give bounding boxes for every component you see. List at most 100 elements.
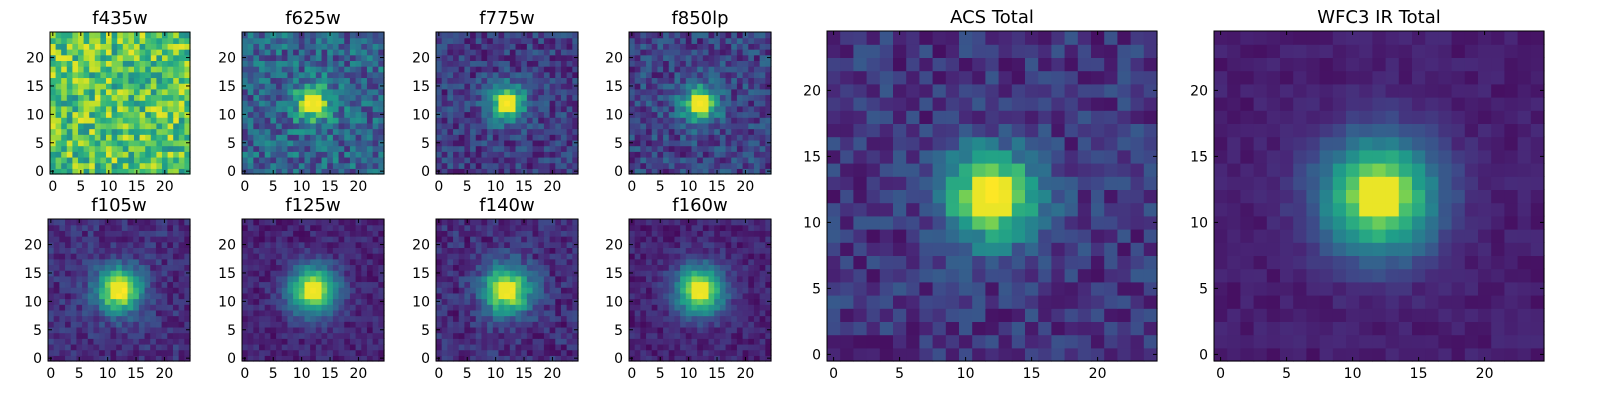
heatmap-cell <box>78 88 85 96</box>
heatmap-cell <box>66 54 73 61</box>
heatmap-cell <box>509 326 517 334</box>
heatmap-cell <box>731 88 738 96</box>
heatmap-cell <box>753 32 761 39</box>
heatmap-cell <box>55 151 62 158</box>
heatmap-cell <box>532 128 539 135</box>
heatmap-cell <box>332 219 340 226</box>
heatmap-cell <box>167 139 174 147</box>
heatmap-cell <box>99 298 106 305</box>
heatmap-cell <box>259 332 266 339</box>
heatmap-cell <box>646 162 653 169</box>
heatmap-cell <box>304 219 311 226</box>
heatmap-cell <box>646 270 653 277</box>
heatmap-cell <box>172 219 180 226</box>
heatmap-cell <box>708 151 715 158</box>
heatmap-cell <box>646 275 653 283</box>
heatmap-cell <box>464 43 471 50</box>
heatmap-cell <box>668 343 676 351</box>
heatmap-cell <box>685 292 693 300</box>
heatmap-cell <box>458 247 465 254</box>
heatmap-cell <box>441 122 448 130</box>
heatmap-cell <box>748 304 755 311</box>
heatmap-cell <box>719 309 727 317</box>
heatmap-cell <box>759 134 766 141</box>
heatmap-cell <box>366 43 374 50</box>
heatmap-cell <box>475 111 483 118</box>
heatmap-cell <box>172 270 180 277</box>
heatmap-cell <box>634 281 641 288</box>
heatmap-cell <box>366 241 374 248</box>
heatmap-cell <box>121 298 129 305</box>
heatmap-cell <box>742 349 749 356</box>
heatmap-cell <box>543 139 551 147</box>
heatmap-cell <box>156 88 163 96</box>
heatmap-cell <box>521 230 528 237</box>
heatmap-cell <box>139 66 146 73</box>
heatmap-cell <box>532 241 539 248</box>
heatmap-cell <box>549 258 556 266</box>
heatmap-cell <box>293 355 300 362</box>
heatmap-cell <box>708 321 715 328</box>
heatmap-cell <box>447 49 454 56</box>
heatmap-cell <box>287 321 294 328</box>
heatmap-cell <box>663 355 670 362</box>
heatmap-cell <box>281 298 289 305</box>
heatmap-cell <box>150 236 157 243</box>
heatmap-cell <box>173 139 180 147</box>
heatmap-cell <box>65 355 72 362</box>
heatmap-cell <box>657 60 664 67</box>
heatmap-cell <box>481 139 488 147</box>
heatmap-cell <box>155 247 163 254</box>
heatmap-cell <box>253 168 260 175</box>
heatmap-cell <box>674 77 681 84</box>
x-tick-label: 15 <box>321 179 339 195</box>
heatmap-cell <box>651 122 658 130</box>
heatmap-cell <box>487 253 494 260</box>
heatmap-cell <box>498 298 505 305</box>
heatmap-cell <box>53 219 60 226</box>
heatmap-cell <box>458 105 465 113</box>
heatmap-cell <box>59 298 66 305</box>
heatmap-cell <box>634 332 641 339</box>
heatmap-cell <box>719 32 727 39</box>
heatmap-cell <box>83 134 90 141</box>
heatmap-cell <box>572 71 579 79</box>
heatmap-cell <box>338 54 345 61</box>
heatmap-cell <box>492 230 500 237</box>
heatmap-cell <box>515 343 522 351</box>
heatmap-cell <box>481 230 488 237</box>
heatmap-cell <box>287 100 294 107</box>
heatmap-cell <box>66 117 73 124</box>
heatmap-cell <box>82 230 89 237</box>
heatmap-cell <box>515 326 522 334</box>
heatmap-cell <box>66 66 73 73</box>
heatmap-cell <box>128 139 135 147</box>
heatmap-cell <box>315 338 323 345</box>
heatmap-cell <box>464 338 471 345</box>
heatmap-cell <box>509 343 517 351</box>
heatmap-cell <box>304 100 311 107</box>
heatmap-cell <box>748 145 755 152</box>
heatmap-cell <box>674 60 681 67</box>
heatmap-cell <box>515 162 522 169</box>
heatmap-cell <box>127 264 134 271</box>
heatmap-cell <box>646 343 653 351</box>
heatmap-cell <box>327 151 334 158</box>
heatmap-cell <box>566 264 573 271</box>
heatmap-cell <box>646 134 653 141</box>
heatmap-cell <box>89 122 96 130</box>
heatmap-cell <box>566 54 573 61</box>
heatmap-cell <box>458 77 465 84</box>
heatmap-cell <box>104 349 112 356</box>
heatmap-cell <box>498 287 505 294</box>
heatmap-cell <box>167 287 174 294</box>
panel-title: f140w <box>479 195 534 216</box>
heatmap-cell <box>651 309 658 317</box>
heatmap-cell <box>104 332 112 339</box>
heatmap-cell <box>560 355 568 362</box>
heatmap-cell <box>264 156 271 164</box>
heatmap-cell <box>338 281 345 288</box>
heatmap-cell <box>99 349 106 356</box>
heatmap-cell <box>361 343 368 351</box>
heatmap-cell <box>640 309 647 317</box>
